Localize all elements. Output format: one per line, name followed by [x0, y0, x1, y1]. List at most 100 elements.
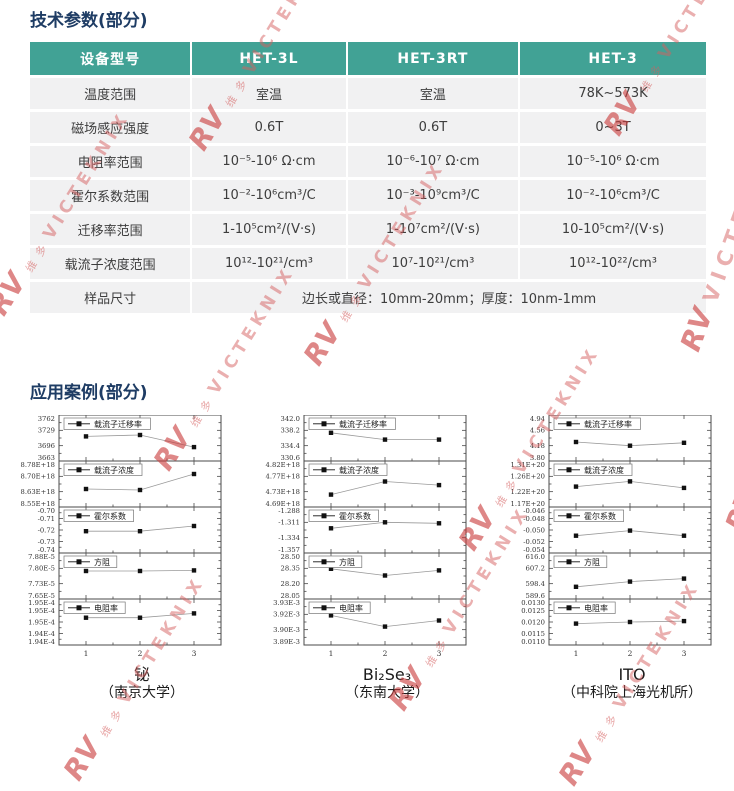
row-value: 0~3T [520, 112, 706, 143]
svg-text:28.20: 28.20 [281, 580, 300, 588]
chart-svg: 4.94 4.56 4.18 3.80 载流子迁移率 1.31E+20 1.26E+20 1.… [511, 414, 712, 658]
table-row: 霍尔系数范围 10⁻²-10⁶cm³/C 10⁻³-10⁹cm³/C 10⁻²-10⁶… [30, 180, 706, 211]
chart-group-bismuth: 3762 3729 3696 3663 载流子迁移率 8.78E+18 8.70E+18 8.… [8, 414, 236, 702]
table-header-row: 设备型号 HET-3L HET-3RT HET-3 [30, 42, 706, 75]
svg-text:2: 2 [138, 649, 143, 658]
svg-text:-0.050: -0.050 [523, 526, 545, 534]
row-value: 10⁻³-10⁹cm³/C [347, 180, 521, 211]
chart-title: 铋 [133, 665, 150, 684]
table-header-cell: HET-3RT [347, 42, 521, 75]
svg-text:霍尔系数: 霍尔系数 [584, 511, 616, 521]
svg-text:1: 1 [329, 649, 334, 658]
svg-text:载流子迁移率: 载流子迁移率 [339, 419, 387, 429]
svg-text:-1.311: -1.311 [278, 519, 300, 527]
brand-logo-icon: RV [551, 736, 603, 791]
svg-text:8.78E+18: 8.78E+18 [21, 461, 55, 469]
row-value: 10⁻⁶-10⁷ Ω·cm [347, 146, 521, 177]
row-value: 室温 [192, 78, 348, 109]
brand-logo-icon: RV [56, 731, 108, 787]
svg-text:载流子浓度: 载流子浓度 [339, 465, 379, 475]
svg-text:1.95E-4: 1.95E-4 [28, 618, 55, 626]
svg-text:-0.73: -0.73 [38, 538, 55, 546]
row-value: 室温 [347, 78, 521, 109]
svg-text:方阻: 方阻 [584, 557, 600, 567]
row-value: 10⁻⁵-10⁶ Ω·cm [520, 146, 706, 177]
table-row: 磁场感应强度 0.6T 0.6T 0~3T [30, 112, 706, 143]
svg-text:1.22E+20: 1.22E+20 [511, 488, 545, 496]
svg-text:-0.74: -0.74 [38, 546, 55, 554]
svg-text:28.05: 28.05 [281, 592, 300, 600]
brand-logo-icon: RV [296, 316, 348, 372]
svg-text:-0.054: -0.054 [523, 546, 545, 554]
svg-text:4.18: 4.18 [530, 442, 545, 450]
svg-text:3: 3 [192, 649, 197, 658]
svg-text:0.0120: 0.0120 [521, 618, 545, 626]
svg-text:598.4: 598.4 [526, 580, 545, 588]
svg-text:607.2: 607.2 [526, 565, 545, 573]
svg-text:霍尔系数: 霍尔系数 [339, 511, 371, 521]
row-label: 温度范围 [30, 78, 193, 109]
svg-text:4.56: 4.56 [530, 427, 545, 435]
svg-text:载流子迁移率: 载流子迁移率 [584, 419, 632, 429]
row-value: 10¹²-10²²/cm³ [520, 248, 706, 279]
table-row: 电阻率范围 10⁻⁵-10⁶ Ω·cm 10⁻⁶-10⁷ Ω·cm 10⁻⁵-10⁶ … [30, 146, 706, 177]
svg-text:338.2: 338.2 [281, 427, 300, 435]
svg-text:-0.046: -0.046 [523, 507, 545, 515]
svg-text:0.0125: 0.0125 [521, 607, 545, 615]
line-chart: 342.0 338.2 334.4 330.6 载流子迁移率 4.82E+18 4.77E+… [254, 414, 480, 664]
svg-text:3696: 3696 [38, 442, 55, 450]
row-value: 1-10⁵cm²/(V·s) [192, 214, 348, 245]
svg-text:电阻率: 电阻率 [94, 603, 118, 613]
svg-text:3.80: 3.80 [530, 454, 545, 462]
svg-text:334.4: 334.4 [281, 442, 300, 450]
svg-text:0.0115: 0.0115 [521, 630, 545, 638]
svg-text:-0.70: -0.70 [38, 507, 55, 515]
row-label: 磁场感应强度 [30, 112, 193, 143]
chart-svg: 342.0 338.2 334.4 330.6 载流子迁移率 4.82E+18 4.77E+… [266, 414, 467, 658]
row-value: 10¹²-10²¹/cm³ [192, 248, 348, 279]
row-value: 1-10⁷cm²/(V·s) [347, 214, 521, 245]
svg-text:4.94: 4.94 [530, 415, 545, 423]
chart-group-ito: 4.94 4.56 4.18 3.80 载流子迁移率 1.31E+20 1.26E+20 1.… [498, 414, 726, 702]
svg-text:电阻率: 电阻率 [339, 603, 363, 613]
svg-text:霍尔系数: 霍尔系数 [94, 511, 126, 521]
svg-text:3.92E-3: 3.92E-3 [273, 611, 300, 619]
svg-text:4.82E+18: 4.82E+18 [266, 461, 300, 469]
row-value: 10⁷-10²¹/cm³ [347, 248, 521, 279]
svg-text:3.93E-3: 3.93E-3 [273, 599, 300, 607]
svg-text:7.73E-5: 7.73E-5 [28, 580, 55, 588]
svg-text:8.63E+18: 8.63E+18 [21, 488, 55, 496]
svg-text:3663: 3663 [38, 454, 55, 462]
row-label: 样品尺寸 [30, 282, 193, 313]
svg-text:1: 1 [574, 649, 579, 658]
row-value: 78K~573K [520, 78, 706, 109]
spec-table: 设备型号 HET-3L HET-3RT HET-3 温度范围 室温 室温 78K~57… [30, 42, 706, 316]
svg-text:28.35: 28.35 [281, 565, 300, 573]
svg-text:3762: 3762 [38, 415, 55, 423]
chart-subtitle: （南京大学） [100, 685, 184, 701]
row-value: 10-10⁵cm²/(V·s) [520, 214, 706, 245]
svg-text:0.0110: 0.0110 [521, 638, 545, 646]
svg-text:3: 3 [437, 649, 442, 658]
svg-text:7.65E-5: 7.65E-5 [28, 592, 55, 600]
svg-text:1.26E+20: 1.26E+20 [511, 473, 545, 481]
svg-text:7.88E-5: 7.88E-5 [28, 553, 55, 561]
svg-text:4.69E+18: 4.69E+18 [266, 500, 300, 508]
row-value: 10⁻²-10⁶cm³/C [520, 180, 706, 211]
chart-group-bi2se3: 342.0 338.2 334.4 330.6 载流子迁移率 4.82E+18 4.77E+… [253, 414, 481, 702]
chart-subtitle: （东南大学） [345, 685, 429, 701]
svg-text:2: 2 [628, 649, 633, 658]
svg-text:载流子浓度: 载流子浓度 [94, 465, 134, 475]
chart-subtitle: （中科院上海光机所） [562, 685, 702, 701]
row-value: 0.6T [347, 112, 521, 143]
svg-text:-0.048: -0.048 [523, 515, 545, 523]
svg-text:1.94E-4: 1.94E-4 [28, 638, 55, 646]
svg-text:3.89E-3: 3.89E-3 [273, 638, 300, 646]
svg-text:3.90E-3: 3.90E-3 [273, 626, 300, 634]
svg-text:1: 1 [84, 649, 89, 658]
svg-text:-0.052: -0.052 [523, 538, 545, 546]
svg-text:342.0: 342.0 [281, 415, 300, 423]
table-body: 温度范围 室温 室温 78K~573K 磁场感应强度 0.6T 0.6T 0~3T 电阻率范围 1… [30, 78, 706, 279]
svg-text:1.17E+20: 1.17E+20 [511, 500, 545, 508]
svg-text:616.0: 616.0 [526, 553, 545, 561]
